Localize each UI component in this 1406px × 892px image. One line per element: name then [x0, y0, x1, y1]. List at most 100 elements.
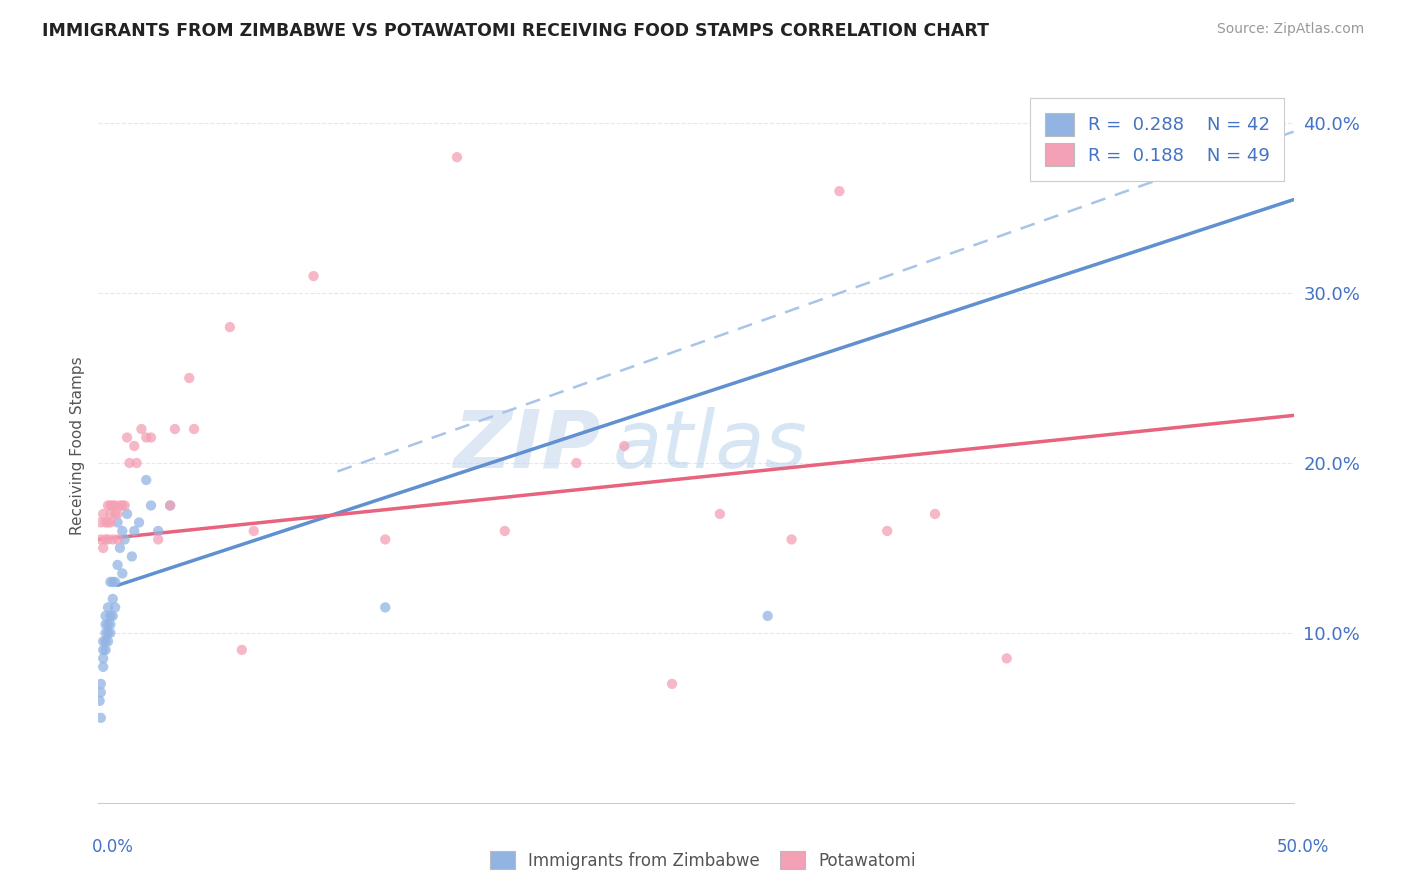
- Point: [91, 541, 114, 555]
- Point: [97, 626, 120, 640]
- Point: [111, 566, 134, 581]
- Point: [565, 456, 588, 470]
- Point: [98, 499, 122, 513]
- Point: [94, 617, 117, 632]
- Text: 50.0%: 50.0%: [1277, 838, 1329, 855]
- Point: [90, 516, 112, 530]
- Point: [243, 524, 266, 538]
- Point: [115, 430, 138, 444]
- Point: [94, 516, 117, 530]
- Point: [101, 608, 124, 623]
- Point: [97, 516, 120, 530]
- Point: [90, 677, 112, 691]
- Point: [111, 499, 134, 513]
- Point: [108, 499, 131, 513]
- Point: [613, 439, 636, 453]
- Point: [876, 524, 898, 538]
- Text: Source: ZipAtlas.com: Source: ZipAtlas.com: [1216, 22, 1364, 37]
- Point: [302, 269, 325, 284]
- Point: [108, 541, 131, 555]
- Point: [446, 150, 468, 164]
- Point: [101, 591, 124, 606]
- Y-axis label: Receiving Food Stamps: Receiving Food Stamps: [69, 357, 84, 535]
- Point: [159, 499, 181, 513]
- Point: [91, 651, 114, 665]
- Point: [97, 600, 120, 615]
- Point: [91, 507, 114, 521]
- Point: [374, 600, 396, 615]
- Point: [101, 533, 124, 547]
- Point: [163, 422, 186, 436]
- Point: [139, 430, 162, 444]
- Point: [107, 533, 129, 547]
- Point: [98, 516, 122, 530]
- Point: [135, 473, 157, 487]
- Point: [121, 549, 143, 564]
- Point: [98, 574, 122, 589]
- Point: [101, 499, 124, 513]
- Point: [661, 677, 683, 691]
- Point: [94, 634, 117, 648]
- Legend: R =  0.288    N = 42, R =  0.188    N = 49: R = 0.288 N = 42, R = 0.188 N = 49: [1031, 98, 1285, 181]
- Point: [101, 574, 124, 589]
- Point: [107, 558, 129, 572]
- Point: [94, 643, 117, 657]
- Point: [89, 694, 111, 708]
- Text: IMMIGRANTS FROM ZIMBABWE VS POTAWATOMI RECEIVING FOOD STAMPS CORRELATION CHART: IMMIGRANTS FROM ZIMBABWE VS POTAWATOMI R…: [42, 22, 990, 40]
- Point: [924, 507, 946, 521]
- Point: [179, 371, 201, 385]
- Point: [183, 422, 205, 436]
- Point: [494, 524, 516, 538]
- Text: 0.0%: 0.0%: [91, 838, 134, 855]
- Point: [90, 685, 112, 699]
- Point: [148, 524, 170, 538]
- Point: [111, 524, 134, 538]
- Point: [114, 499, 136, 513]
- Point: [995, 651, 1018, 665]
- Point: [219, 320, 242, 334]
- Point: [97, 617, 120, 632]
- Point: [139, 499, 162, 513]
- Point: [90, 711, 112, 725]
- Point: [98, 507, 122, 521]
- Point: [97, 533, 120, 547]
- Point: [91, 643, 114, 657]
- Point: [90, 533, 112, 547]
- Point: [107, 507, 129, 521]
- Point: [115, 507, 138, 521]
- Point: [131, 422, 153, 436]
- Point: [125, 456, 148, 470]
- Point: [91, 660, 114, 674]
- Point: [159, 499, 181, 513]
- Point: [94, 626, 117, 640]
- Point: [104, 600, 127, 615]
- Point: [104, 507, 127, 521]
- Point: [98, 626, 122, 640]
- Point: [828, 184, 851, 198]
- Point: [780, 533, 803, 547]
- Point: [128, 516, 150, 530]
- Point: [118, 456, 141, 470]
- Legend: Immigrants from Zimbabwe, Potawatomi: Immigrants from Zimbabwe, Potawatomi: [484, 845, 922, 877]
- Point: [709, 507, 731, 521]
- Point: [97, 634, 120, 648]
- Text: atlas: atlas: [613, 407, 807, 485]
- Point: [148, 533, 170, 547]
- Point: [231, 643, 253, 657]
- Point: [107, 516, 129, 530]
- Point: [104, 574, 127, 589]
- Point: [94, 533, 117, 547]
- Point: [98, 617, 122, 632]
- Point: [98, 608, 122, 623]
- Point: [94, 608, 117, 623]
- Point: [124, 439, 146, 453]
- Text: ZIP: ZIP: [453, 407, 600, 485]
- Point: [97, 499, 120, 513]
- Point: [91, 634, 114, 648]
- Point: [114, 533, 136, 547]
- Point: [135, 430, 157, 444]
- Point: [374, 533, 396, 547]
- Point: [104, 499, 127, 513]
- Point: [756, 608, 779, 623]
- Point: [124, 524, 146, 538]
